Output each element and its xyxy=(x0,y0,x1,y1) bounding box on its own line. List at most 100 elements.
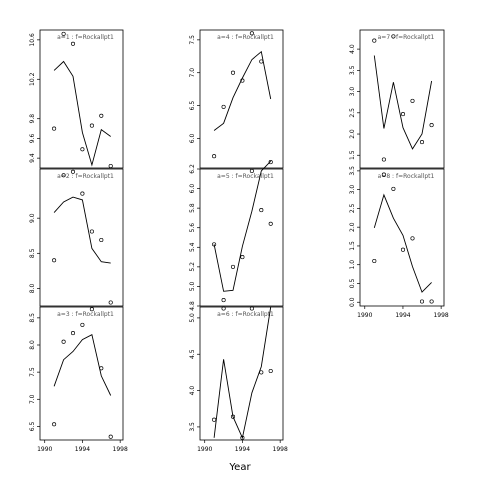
panel-strip-label: a=3 : f=Rockallpt1 xyxy=(57,311,114,318)
x-tick-label: 1994 xyxy=(235,446,250,453)
data-point xyxy=(108,300,113,305)
panel-5: a=5 : f=Rockallpt1 4.8 5.0 5.2 5.4 5.6 5.8 6.0 6… xyxy=(189,160,284,311)
x-tick-label: 1998 xyxy=(433,312,448,319)
y-tick-label: 4.0 xyxy=(349,44,356,54)
panel-strip-label: a=4 : f=Rockallpt1 xyxy=(217,34,274,41)
panel-strip-label: a=2 : f=Rockallpt1 xyxy=(57,173,114,180)
data-point xyxy=(80,191,85,196)
data-point xyxy=(99,366,104,371)
y-tick-label: 1.5 xyxy=(349,150,356,160)
data-point xyxy=(268,160,273,165)
data-point xyxy=(400,112,406,117)
panel-strip-label: a=8 : f=Rockallpt1 xyxy=(378,173,435,180)
panel-1: a=1 : f=Rockallpt1 9.4 9.6 9.8 10.2 10.6 xyxy=(29,29,124,169)
y-tick-label: 7.5 xyxy=(189,35,196,45)
fitted-line xyxy=(53,196,111,264)
panel-4: a=4 : f=Rockallpt1 6.0 6.5 7.0 7.5 xyxy=(189,29,284,169)
fitted-line xyxy=(213,50,272,131)
x-tick-label: 1998 xyxy=(273,446,288,453)
y-tick-label: 8.0 xyxy=(29,340,36,350)
data-point xyxy=(61,173,66,178)
panel-8: a=8 : f=Rockallpt1 0.0 0.5 1.0 1.5 2.0 2.5 3.0 3… xyxy=(349,166,449,319)
y-tick-label: 10.2 xyxy=(29,72,36,86)
y-tick-label: 4.8 xyxy=(189,301,196,311)
panel-strip-label: a=6 : f=Rockallpt1 xyxy=(217,311,274,318)
data-point xyxy=(419,140,425,145)
data-point xyxy=(429,123,434,128)
data-point xyxy=(410,236,415,241)
y-tick-label: 7.0 xyxy=(29,394,36,404)
data-point xyxy=(108,434,113,439)
x-tick-label: 1994 xyxy=(75,446,90,453)
data-point xyxy=(52,422,57,427)
y-tick-label: 1.5 xyxy=(349,241,356,251)
data-point xyxy=(52,258,57,263)
data-point xyxy=(249,168,254,174)
data-point xyxy=(212,417,217,422)
data-point xyxy=(230,264,236,269)
data-point xyxy=(381,157,386,162)
y-tick-label: 2.5 xyxy=(349,203,356,213)
data-point xyxy=(259,370,264,375)
data-point xyxy=(230,70,236,75)
data-point xyxy=(70,41,76,46)
x-tick-label: 1994 xyxy=(395,312,410,319)
y-tick-label: 5.4 xyxy=(189,242,196,252)
panel-frame xyxy=(39,306,124,441)
data-point xyxy=(70,331,76,336)
y-tick-label: 10.6 xyxy=(29,33,36,47)
y-tick-label: 0.0 xyxy=(349,297,356,307)
panel-frame xyxy=(199,306,284,441)
y-tick-label: 3.0 xyxy=(349,185,356,195)
data-point xyxy=(410,98,415,103)
data-point xyxy=(400,247,406,252)
data-point xyxy=(268,368,273,374)
data-point xyxy=(230,414,236,419)
data-point xyxy=(259,59,264,64)
panel-3: a=3 : f=Rockallpt1 6.5 7.0 7.5 8.0 8.5 1990 199… xyxy=(29,306,128,453)
y-tick-label: 0.5 xyxy=(349,279,356,289)
y-tick-label: 3.5 xyxy=(349,65,356,75)
x-tick-label: 1990 xyxy=(357,312,372,319)
y-tick-label: 5.0 xyxy=(189,281,196,291)
y-tick-label: 5.0 xyxy=(189,313,196,323)
data-point xyxy=(89,123,94,128)
y-tick-label: 9.4 xyxy=(29,153,36,163)
data-point xyxy=(212,154,217,159)
data-point xyxy=(429,299,434,304)
data-point xyxy=(391,34,396,39)
y-tick-label: 6.0 xyxy=(189,133,196,143)
data-point xyxy=(80,322,85,327)
data-point xyxy=(61,31,66,36)
panel-frame xyxy=(39,29,124,169)
panel-frame xyxy=(359,29,445,169)
panel-frame xyxy=(199,29,284,169)
data-point xyxy=(80,147,85,152)
y-tick-label: 3.5 xyxy=(189,422,196,432)
data-point xyxy=(99,237,104,243)
data-point xyxy=(212,242,217,247)
y-tick-label: 5.8 xyxy=(189,203,196,213)
y-tick-label: 3.0 xyxy=(349,87,356,97)
y-tick-label: 6.0 xyxy=(189,184,196,194)
panel-strip-label: a=5 : f=Rockallpt1 xyxy=(217,173,274,180)
panels-layer: a=1 : f=Rockallpt1 9.4 9.6 9.8 10.2 10.6 a=2 :… xyxy=(29,29,449,453)
y-tick-label: 6.5 xyxy=(189,101,196,111)
y-tick-label: 8.5 xyxy=(29,248,36,258)
data-point xyxy=(108,163,113,169)
data-point xyxy=(52,126,57,131)
data-point xyxy=(372,258,377,264)
data-point xyxy=(268,221,273,226)
data-point xyxy=(221,306,226,311)
y-tick-label: 7.5 xyxy=(29,367,36,377)
data-point xyxy=(381,172,386,177)
panel-6: a=6 : f=Rockallpt1 3.5 4.0 4.5 5.0 1990 1994 19… xyxy=(189,306,288,453)
data-point xyxy=(240,435,245,440)
panel-frame xyxy=(359,168,445,307)
y-tick-label: 5.6 xyxy=(189,223,196,233)
y-tick-label: 5.2 xyxy=(189,262,196,272)
x-tick-label: 1990 xyxy=(197,446,212,453)
data-point xyxy=(259,208,264,213)
panel-frame xyxy=(39,168,124,307)
